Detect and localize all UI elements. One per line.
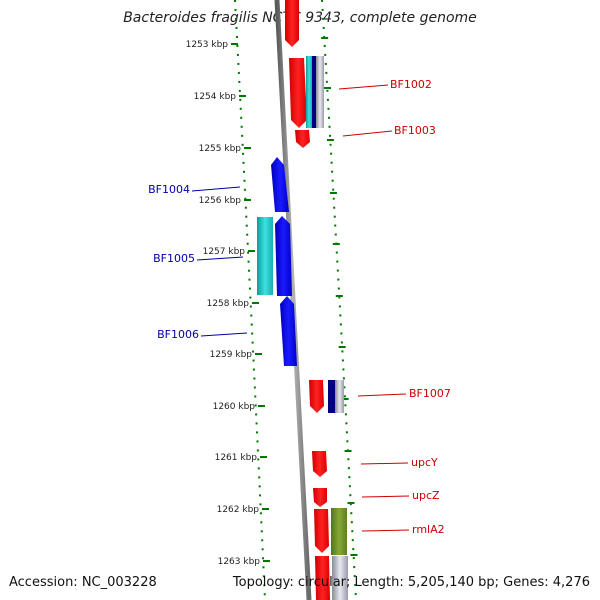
gene-label-upcz[interactable]: upcZ bbox=[412, 489, 440, 502]
gene-feature[interactable] bbox=[331, 508, 347, 555]
accession-text: Accession: NC_003228 bbox=[9, 575, 157, 590]
gene-label-bf1005[interactable]: BF1005 bbox=[153, 252, 195, 265]
gene-feature[interactable] bbox=[295, 130, 310, 148]
gene-feature[interactable] bbox=[332, 556, 348, 600]
gene-label-bf1002[interactable]: BF1002 bbox=[390, 78, 432, 91]
gene-label-bf1006[interactable]: BF1006 bbox=[157, 328, 199, 341]
scale-label: 1254 kbp bbox=[194, 92, 237, 102]
scale-labels: 1253 kbp 1254 kbp 1255 kbp 1256 kbp 1257 kbp… bbox=[186, 40, 261, 567]
gene-labels: BF1002 BF1003 BF1007 upcY upcZ rmlA2 BF1… bbox=[148, 78, 451, 536]
gene-feature[interactable] bbox=[315, 556, 330, 600]
topology-text: Topology: circular; Length: 5,205,140 bp… bbox=[232, 575, 590, 590]
genome-backbone bbox=[274, 0, 312, 600]
gene-label-rmla2[interactable]: rmlA2 bbox=[412, 523, 445, 536]
gene-feature[interactable] bbox=[309, 380, 324, 413]
scale-label: 1261 kbp bbox=[215, 453, 258, 463]
gene-feature[interactable] bbox=[314, 509, 329, 553]
scale-label: 1253 kbp bbox=[186, 40, 229, 50]
scale-label: 1255 kbp bbox=[199, 144, 242, 154]
gene-label-bf1007[interactable]: BF1007 bbox=[409, 387, 451, 400]
scale-label: 1263 kbp bbox=[218, 557, 261, 567]
gene-label-bf1003[interactable]: BF1003 bbox=[394, 124, 436, 137]
map-title: Bacteroides fragilis NCTC 9343, complete… bbox=[123, 10, 477, 26]
gene-feature[interactable] bbox=[275, 216, 292, 296]
gene-feature[interactable] bbox=[312, 451, 327, 477]
gene-feature[interactable] bbox=[312, 56, 316, 128]
gene-feature[interactable] bbox=[271, 157, 289, 212]
scale-label: 1258 kbp bbox=[207, 299, 250, 309]
scale-label: 1257 kbp bbox=[203, 247, 246, 257]
gene-feature[interactable] bbox=[316, 56, 324, 128]
gene-label-upcy[interactable]: upcY bbox=[411, 456, 438, 469]
scale-label: 1256 kbp bbox=[199, 196, 242, 206]
gene-feature[interactable] bbox=[306, 56, 312, 128]
scale-label: 1260 kbp bbox=[213, 402, 256, 412]
scale-label: 1259 kbp bbox=[210, 350, 253, 360]
gene-feature[interactable] bbox=[289, 58, 307, 128]
gene-features bbox=[257, 0, 348, 600]
gene-label-bf1004[interactable]: BF1004 bbox=[148, 183, 190, 196]
gene-label-lines bbox=[191, 84, 410, 532]
gene-feature[interactable] bbox=[280, 296, 297, 366]
gene-feature[interactable] bbox=[328, 380, 335, 413]
gene-feature[interactable] bbox=[285, 0, 299, 47]
scale-label: 1262 kbp bbox=[217, 505, 260, 515]
scale-ticks bbox=[231, 37, 358, 562]
gene-feature[interactable] bbox=[257, 217, 273, 295]
gene-feature[interactable] bbox=[335, 380, 344, 413]
gene-feature[interactable] bbox=[313, 488, 327, 507]
